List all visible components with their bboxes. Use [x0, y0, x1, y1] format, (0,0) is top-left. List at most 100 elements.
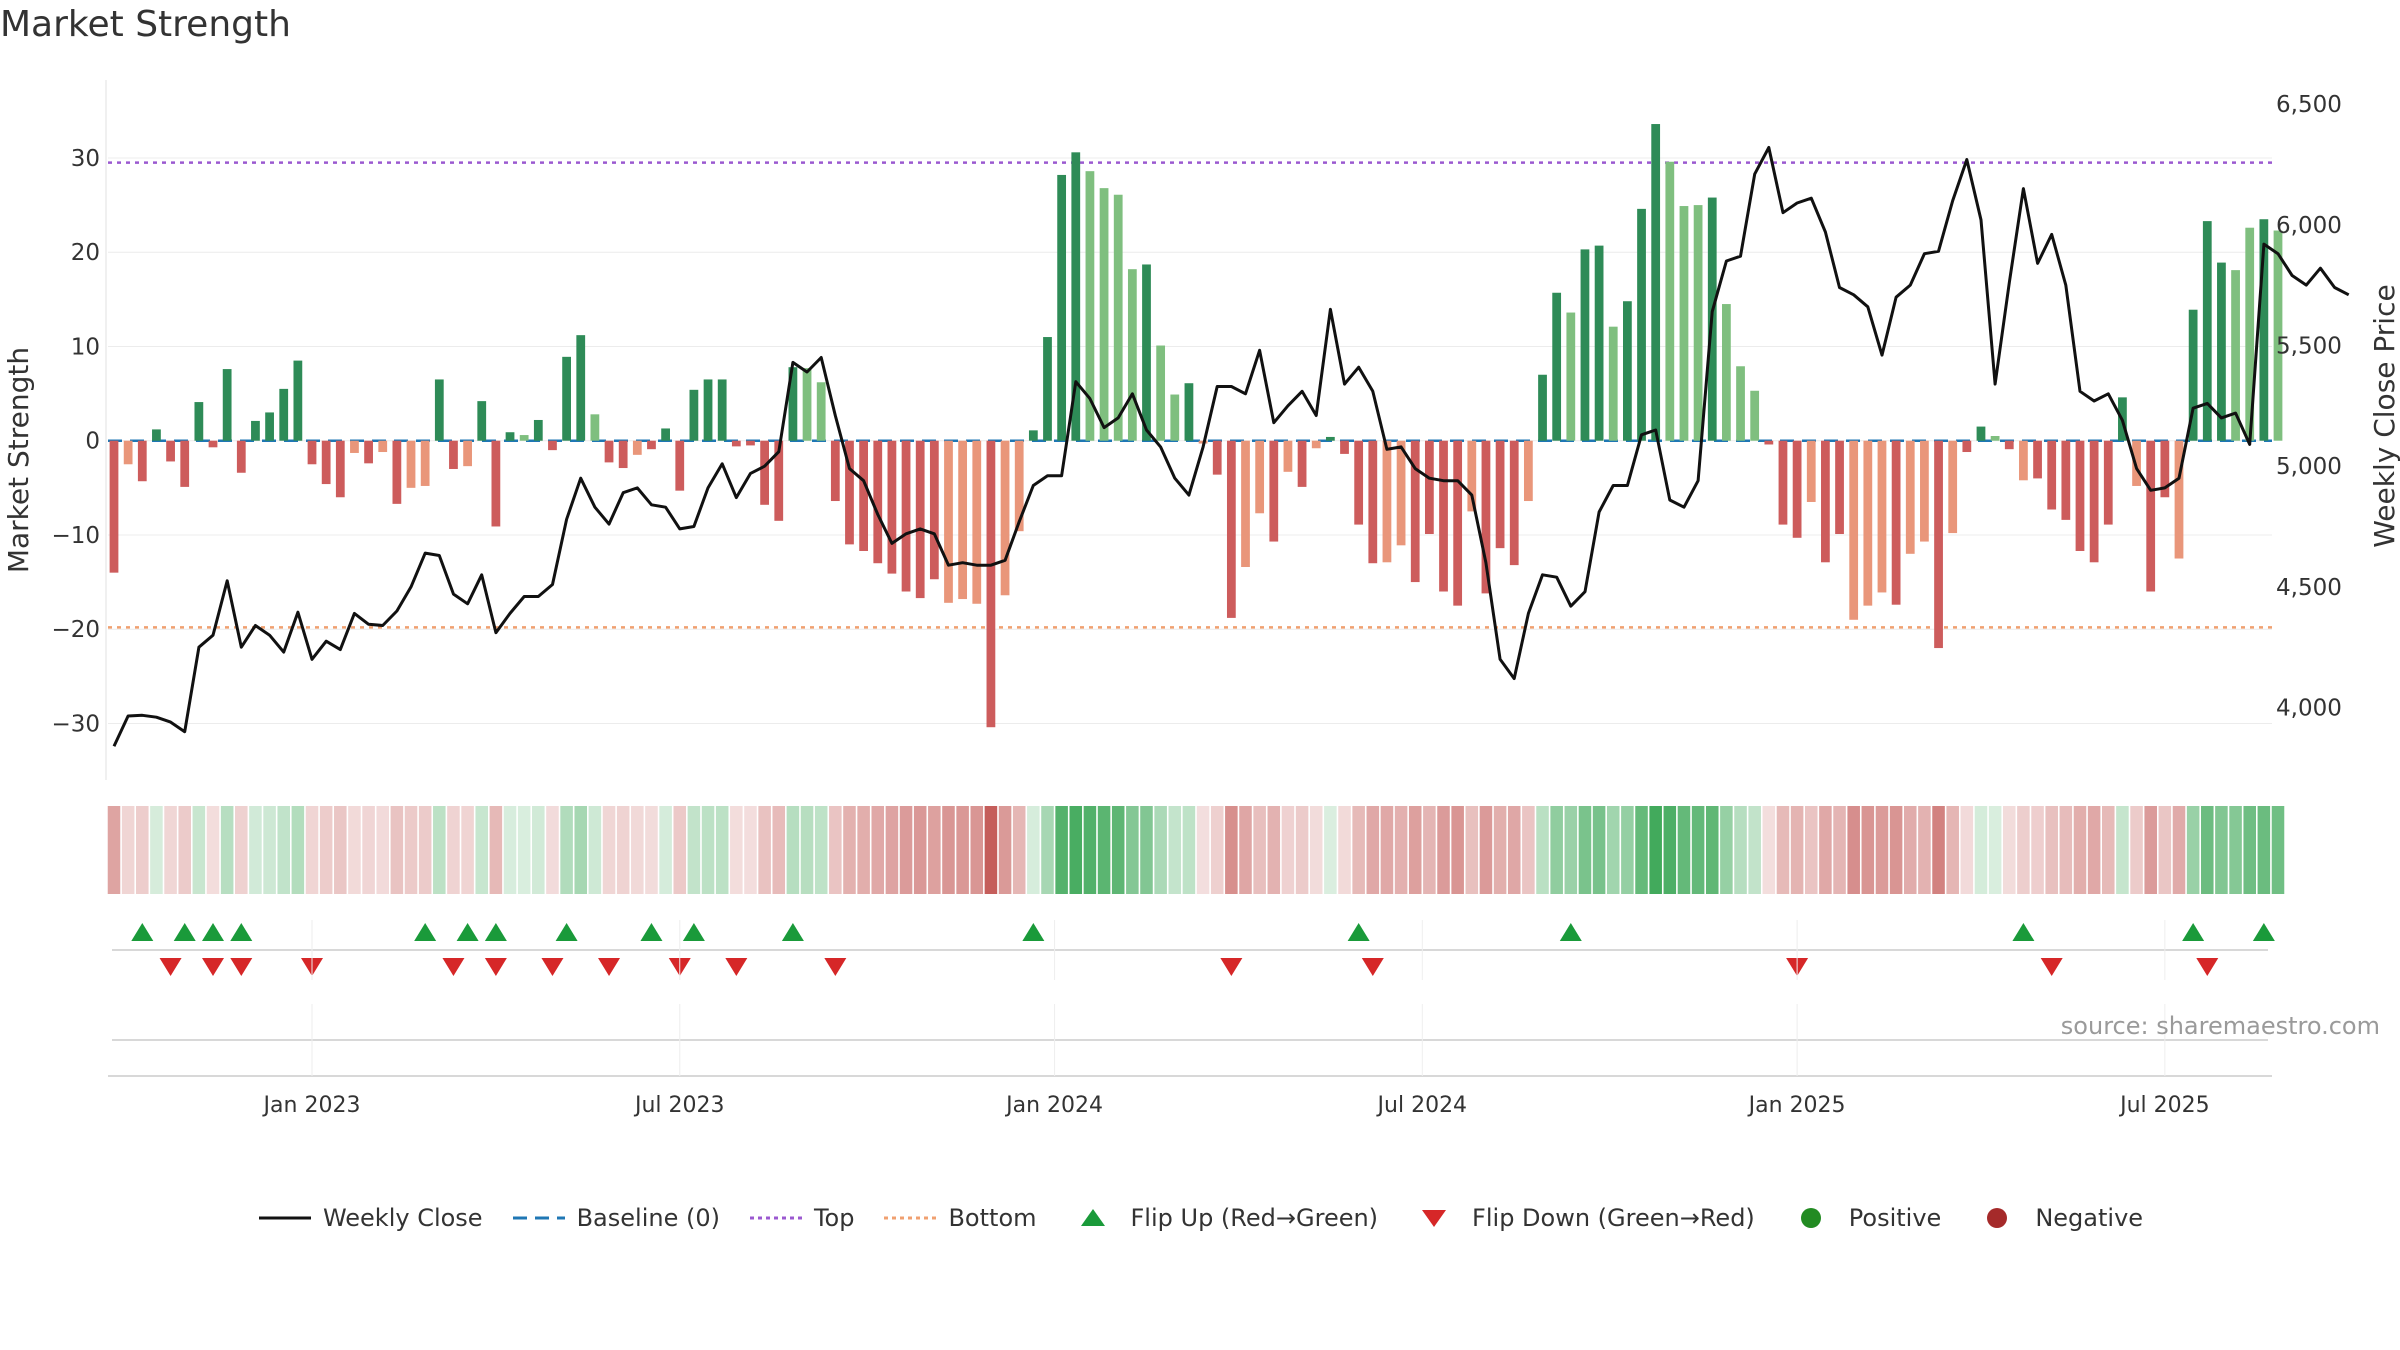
legend-item: Weekly Close	[257, 1204, 483, 1232]
heat-cell	[1126, 806, 1139, 894]
heat-cell	[546, 806, 559, 894]
heat-cell	[1819, 806, 1832, 894]
heat-cell	[814, 806, 828, 894]
flip-up-marker	[484, 923, 507, 941]
heat-cell	[786, 806, 800, 894]
strength-bar	[2075, 440, 2085, 551]
strength-bar	[2146, 440, 2156, 592]
strength-bar	[1849, 440, 1859, 620]
heat-cell	[1762, 806, 1776, 894]
strength-bar	[1057, 174, 1067, 441]
flip-up-marker	[230, 923, 253, 941]
heat-cell	[178, 806, 191, 894]
strength-bar	[1014, 440, 1024, 532]
heat-cell	[574, 806, 588, 894]
heat-cell	[475, 806, 489, 894]
heat-cell	[164, 806, 177, 894]
strength-bar	[576, 335, 586, 441]
heat-cell	[1083, 806, 1097, 894]
heat-cell	[1720, 806, 1733, 894]
strength-bar	[873, 440, 883, 564]
heat-cell	[136, 806, 149, 894]
heat-cell	[2186, 806, 2200, 894]
flip-up-marker	[1559, 923, 1582, 941]
strength-bar	[519, 435, 529, 441]
strength-bar	[1509, 440, 1519, 566]
heat-cell	[418, 806, 432, 894]
strength-bar	[1283, 440, 1293, 472]
strength-bar	[1792, 440, 1802, 538]
strength-bar	[180, 440, 190, 487]
strength-bar	[661, 428, 670, 441]
heat-cell	[489, 806, 503, 894]
strength-bar	[477, 401, 487, 441]
heat-cell	[1776, 806, 1790, 894]
flip-up-marker	[2182, 923, 2205, 941]
strength-bar	[1863, 440, 1873, 606]
axes: 30 20 10 0 −10 −20 −30 4,000 4,500 5,000 5,500 6,00…	[2, 80, 2400, 780]
strength-bar	[2019, 440, 2028, 481]
heat-cell	[616, 806, 630, 894]
strength-bar	[1028, 430, 1038, 441]
y-tick-label: 0	[85, 429, 100, 455]
strength-bar	[194, 402, 204, 441]
strength-bar	[562, 356, 571, 441]
strength-bar	[420, 440, 430, 486]
strength-bar	[774, 440, 784, 521]
flip-down-marker	[2196, 958, 2219, 976]
heat-cell	[687, 806, 701, 894]
x-tick-label: Jul 2025	[2118, 1093, 2210, 1118]
heat-cell	[447, 806, 460, 894]
heat-cell	[913, 806, 927, 894]
close-line	[112, 146, 2350, 747]
x-axis: Jan 2023 Jul 2023 Jan 2024 Jul 2024 Jan 2025…	[108, 920, 2272, 1118]
strength-bar	[1934, 440, 1943, 649]
strength-bar	[1396, 440, 1406, 546]
strength-bar	[335, 440, 345, 498]
heat-cell	[1932, 806, 1945, 894]
heat-cell	[1734, 806, 1747, 894]
y2-tick-label: 4,500	[2276, 575, 2342, 601]
strength-bar	[2160, 440, 2170, 498]
heat-cell	[1479, 806, 1493, 894]
strength-bar	[1467, 440, 1477, 512]
heat-cell	[1536, 806, 1549, 894]
strength-bar	[1821, 440, 1830, 563]
strength-bar	[378, 440, 388, 453]
strength-bar	[1495, 440, 1505, 549]
heat-cell	[1606, 806, 1620, 894]
strength-bar	[1113, 194, 1123, 441]
strength-bar	[1750, 390, 1760, 441]
strength-bar	[1835, 440, 1844, 535]
strength-bar	[887, 440, 897, 574]
y2-tick-label: 6,500	[2276, 92, 2342, 118]
heat-cell	[1507, 806, 1521, 894]
heat-cell	[560, 806, 573, 894]
strength-bar	[392, 440, 402, 504]
strength-bar	[1226, 440, 1236, 618]
strength-bar	[1241, 440, 1250, 568]
heat-cell	[107, 806, 121, 894]
legend-label: Positive	[1848, 1204, 1942, 1232]
heat-cell	[1408, 806, 1422, 894]
strength-bar	[1523, 440, 1533, 502]
flip-up-marker	[414, 923, 437, 941]
strength-bar	[944, 440, 953, 603]
strength-bar	[2061, 440, 2071, 520]
strength-bar	[1311, 440, 1321, 449]
strength-bar	[208, 440, 218, 448]
x-tick-label: Jul 2024	[1376, 1093, 1468, 1118]
heat-cell	[715, 806, 729, 894]
heat-cell	[1267, 806, 1281, 894]
flip-up-marker	[640, 923, 663, 941]
flip-down-marker	[2040, 958, 2063, 976]
heat-cell	[1281, 806, 1295, 894]
strength-bar	[1764, 440, 1774, 445]
heat-cell	[1592, 806, 1606, 894]
strength-bar	[1976, 426, 1986, 441]
strength-bar	[689, 389, 699, 441]
legend-item: Flip Up (Red→Green)	[1065, 1204, 1378, 1232]
heat-cell	[348, 806, 361, 894]
strength-bar	[1142, 264, 1151, 441]
